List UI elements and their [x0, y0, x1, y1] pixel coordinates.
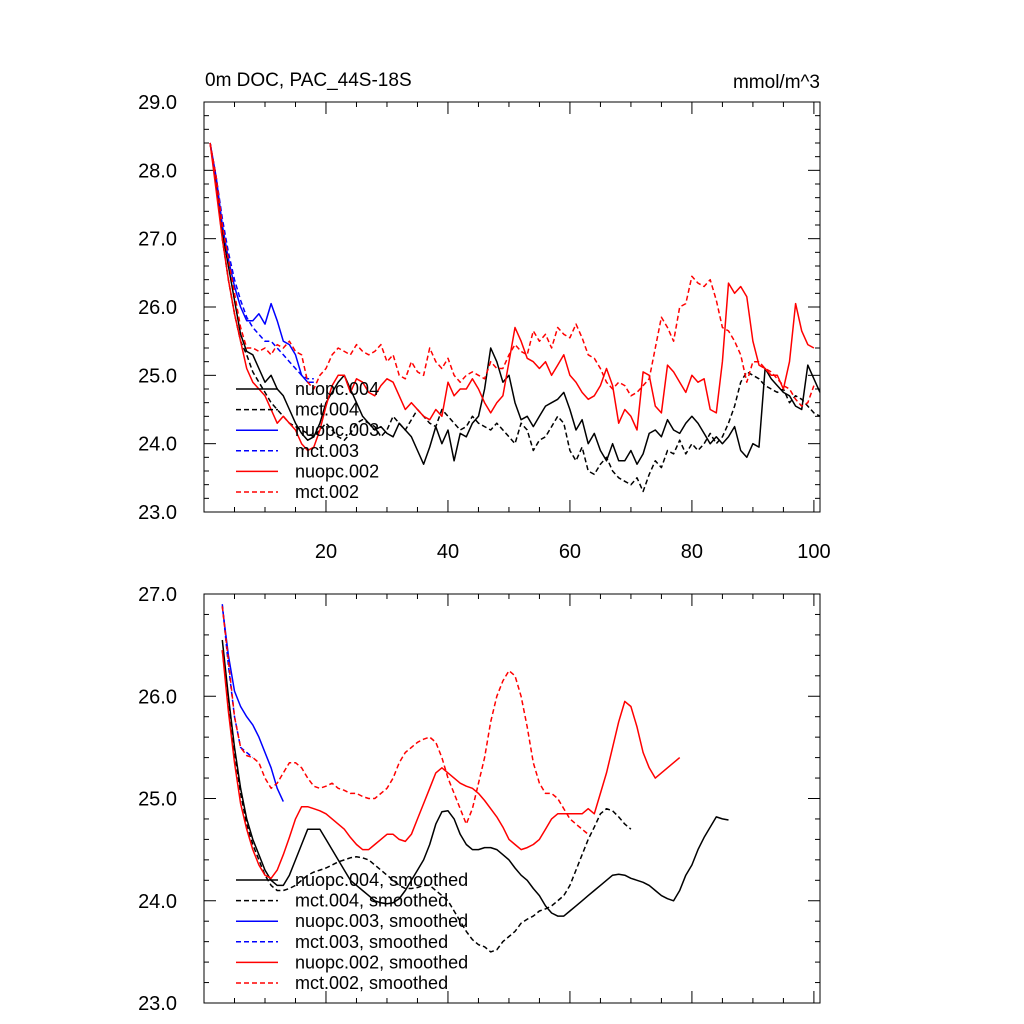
legend-label: mct.003, smoothed — [295, 932, 448, 952]
series-line-mct-004 — [209, 142, 821, 493]
chart-units: mmol/m^3 — [733, 72, 820, 93]
legend-label: mct.004 — [295, 400, 359, 420]
series-line-mct-002 — [209, 142, 815, 407]
legend-label: nuopc.003 — [295, 420, 379, 440]
bottom-panel: 23.0 24.0 25.0 26.0 27.0 nuopc.004, smoothed… — [138, 584, 821, 1015]
chart-title: 0m DOC, PAC_44S-18S — [205, 70, 412, 91]
x-tick-label: 80 — [681, 541, 703, 563]
y-tick-label: 27.0 — [138, 229, 177, 251]
plot-frame — [203, 101, 821, 513]
y-tick-label: 29.0 — [138, 92, 177, 114]
series-line-mct-003 — [209, 142, 314, 380]
series-line-mct-002-smoothed — [221, 606, 589, 835]
x-tick-label: 40 — [437, 541, 459, 563]
y-tick-label: 23.0 — [138, 993, 177, 1015]
series-line-nuopc-004 — [209, 142, 821, 465]
y-tick-label: 25.0 — [138, 365, 177, 387]
series-line-nuopc-002 — [209, 142, 815, 452]
y-tick-label: 23.0 — [138, 502, 177, 524]
y-tick-label: 28.0 — [138, 160, 177, 182]
y-tick-label: 25.0 — [138, 789, 177, 811]
series-line-nuopc-003-smoothed — [221, 606, 284, 802]
x-tick-label: 100 — [797, 541, 830, 563]
legend-label: nuopc.002, smoothed — [295, 952, 468, 972]
series-line-nuopc-003 — [209, 142, 314, 383]
legend-label: nuopc.004, smoothed — [295, 870, 468, 890]
series-line-mct-004-smoothed — [221, 650, 632, 953]
legend-label: mct.003 — [295, 441, 359, 461]
top-panel: 0m DOC, PAC_44S-18S mmol/m^3 23.0 24.0 25.… — [138, 70, 831, 563]
y-tick-label: 26.0 — [138, 297, 177, 319]
legend-label: mct.004, smoothed — [295, 891, 448, 911]
legend-label: nuopc.002 — [295, 461, 379, 481]
y-tick-label: 27.0 — [138, 584, 177, 606]
x-tick-label: 60 — [559, 541, 581, 563]
legend-label: nuopc.004 — [295, 379, 379, 399]
series-line-nuopc-002-smoothed — [221, 650, 681, 880]
legend-label: nuopc.003, smoothed — [295, 911, 468, 931]
legend-label: mct.002 — [295, 482, 359, 502]
plot-frame — [203, 593, 821, 1004]
y-tick-label: 26.0 — [138, 686, 177, 708]
y-tick-label: 24.0 — [138, 891, 177, 913]
legend-label: mct.002, smoothed — [295, 973, 448, 993]
y-tick-label: 24.0 — [138, 434, 177, 456]
x-tick-label: 20 — [315, 541, 337, 563]
series-line-nuopc-004-smoothed — [221, 639, 729, 917]
